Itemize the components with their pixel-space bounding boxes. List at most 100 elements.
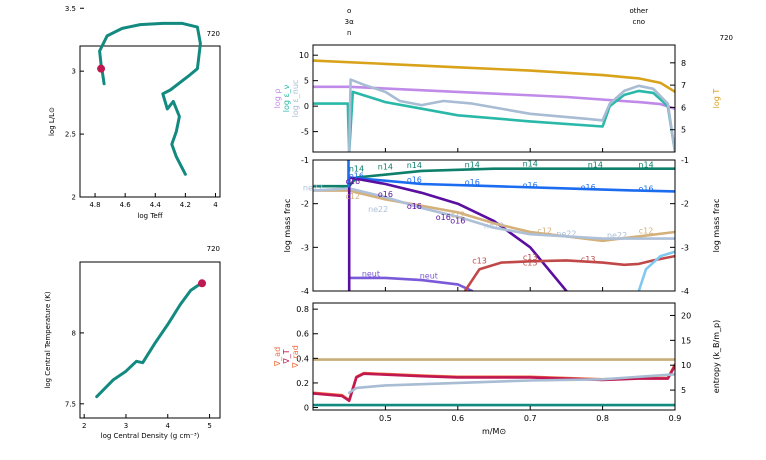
abundances-right-tick-label: -2	[681, 200, 689, 209]
abundances-series-label: ne22	[556, 229, 576, 238]
abundances-y-label: log mass frac	[283, 199, 292, 253]
structure-right-label: log T	[712, 89, 721, 109]
abundances-line-n14	[313, 167, 675, 188]
abundances-series-label: o16	[378, 190, 393, 199]
structure-y-tick-label: 0	[304, 102, 309, 111]
hr-x-tick-label: 4	[213, 201, 218, 209]
abundances-series-label: o16	[523, 181, 538, 190]
profile-x-tick-label: 0.7	[524, 414, 537, 423]
abundances-frame	[312, 159, 676, 292]
trho-x-tick-label: 4	[166, 422, 171, 430]
abundances-series-label: c16	[346, 177, 361, 186]
gradients-y-tick-label: 0.6	[296, 330, 309, 339]
structure-left-label: log ε_nuc	[291, 80, 300, 118]
abundances-series-label: o16	[349, 171, 364, 180]
trho-y-tick-label: 8	[72, 329, 76, 337]
structure-series	[313, 59, 675, 152]
structure-right-tick-label: 7	[681, 81, 686, 90]
abundances-series-label: c12	[346, 192, 361, 201]
abundances-series-label: c12	[451, 211, 466, 220]
gradients-y-tick-label: 0.4	[296, 354, 309, 363]
gradients-left-label: ∇_T	[282, 349, 291, 364]
trho-model-number: 720	[207, 245, 220, 253]
hr-track	[98, 21, 202, 176]
hr-y-label: log L/L⊙	[48, 107, 56, 136]
trho-x-tick-label: 2	[82, 422, 86, 430]
structure-line-gold	[313, 59, 675, 94]
hr-y-tick-label: 3	[72, 68, 76, 76]
structure-left-label: log ρ	[273, 89, 282, 109]
gradients-series	[313, 358, 675, 407]
abundances-series-label: c13	[523, 253, 538, 262]
abundances-series-label: c12	[537, 227, 552, 236]
abundances-line-neut	[349, 276, 474, 291]
profile-x-tick-label: 0.6	[451, 414, 464, 423]
profile-model-number: 720	[720, 34, 733, 42]
structure-right-tick-label: 6	[681, 103, 686, 112]
hr-x-tick-label: 4.8	[89, 201, 100, 209]
structure-line-steel	[347, 78, 675, 152]
abundances-series-label: n14	[638, 160, 653, 169]
hr-y-tick-label: 3.5	[65, 5, 76, 13]
gradients-right-tick-label: 15	[681, 336, 691, 345]
trho-frame	[79, 261, 221, 419]
abundances-series-label: n14	[465, 160, 480, 169]
abundances-series-label: n14	[349, 165, 364, 174]
abundances-line-c16	[347, 176, 675, 193]
gradients-frame	[312, 302, 676, 411]
top-zone-label: cno	[633, 18, 646, 26]
abundances-series-label: o16	[581, 183, 596, 192]
abundances-right-label: log mass frac	[712, 199, 721, 253]
central-t-rho-chart: 2 3 4 5 7.5 8 log Central Density (g cm⁻³) log …	[44, 245, 221, 440]
gradients-right-label: entropy (k_B/m_p)	[712, 320, 721, 393]
trho-x-tick-label: 3	[124, 422, 128, 430]
hr-y-tick-label: 2	[72, 194, 76, 202]
gradients-right-tick-label: 20	[681, 311, 691, 320]
abundances-line-c13	[463, 254, 675, 291]
profile-x-label: m/M⊙	[482, 427, 506, 436]
abundances-y-tick-label: -3	[301, 243, 309, 252]
abundances-series-label: o16	[436, 213, 451, 222]
abundances-series-label: ne22	[607, 231, 627, 240]
trho-x-label: log Central Density (g cm⁻³)	[101, 432, 200, 440]
abundances-series-label: o16	[407, 202, 422, 211]
abundances-series-label: c13	[523, 259, 538, 268]
trho-x-tick-label: 5	[207, 422, 211, 430]
abundances-right-tick-label: -4	[681, 287, 689, 296]
gradients-y-tick-label: 0.8	[296, 305, 309, 314]
abundances-series-label: n14	[407, 161, 422, 170]
hr-model-number: 720	[207, 30, 220, 38]
gradients-left-label: ∇_rad	[291, 345, 300, 369]
abundances-y-tick-label: -4	[301, 287, 309, 296]
profile-x-tick-label: 0.8	[596, 414, 609, 423]
trho-current-marker	[198, 279, 207, 288]
hr-x-tick-label: 4.6	[120, 201, 132, 209]
structure-y-tick-label: -5	[301, 128, 309, 137]
abundances-series-label: ne22	[484, 222, 504, 231]
abundances-line-ne22	[313, 187, 675, 240]
abundances-y-tick-label: -1	[301, 156, 309, 165]
profile-x-tick-label: 0.9	[669, 414, 682, 423]
structure-left-label: log ε_ν	[282, 84, 291, 112]
gradients-y-tick-label: 0	[304, 404, 309, 413]
abundances-series-label: o16	[639, 184, 654, 193]
abundances-series-label: n14	[523, 159, 538, 168]
gradients-line-crimson	[313, 364, 675, 403]
profile-x-tick-label: 0.5	[379, 414, 392, 423]
structure-right-tick-label: 8	[681, 59, 686, 68]
hr-x-label: log Teff	[137, 212, 162, 220]
abundances-series-label: c13	[581, 255, 596, 264]
abundances-series-label: neut	[420, 272, 438, 281]
abundances-series-label: n14	[588, 160, 603, 169]
abundances-series	[313, 160, 675, 291]
abundances-line-h	[637, 250, 675, 291]
gradients-line-steel	[347, 372, 675, 395]
structure-y-tick-label: 10	[299, 51, 309, 60]
abundances-series-label: ne22	[303, 184, 323, 193]
gradients-right-tick-label: 10	[681, 361, 691, 370]
abundances-series-label: c12	[639, 227, 654, 236]
top-zone-label: 3α	[345, 18, 354, 26]
structure-right-tick-label: 5	[681, 126, 686, 135]
